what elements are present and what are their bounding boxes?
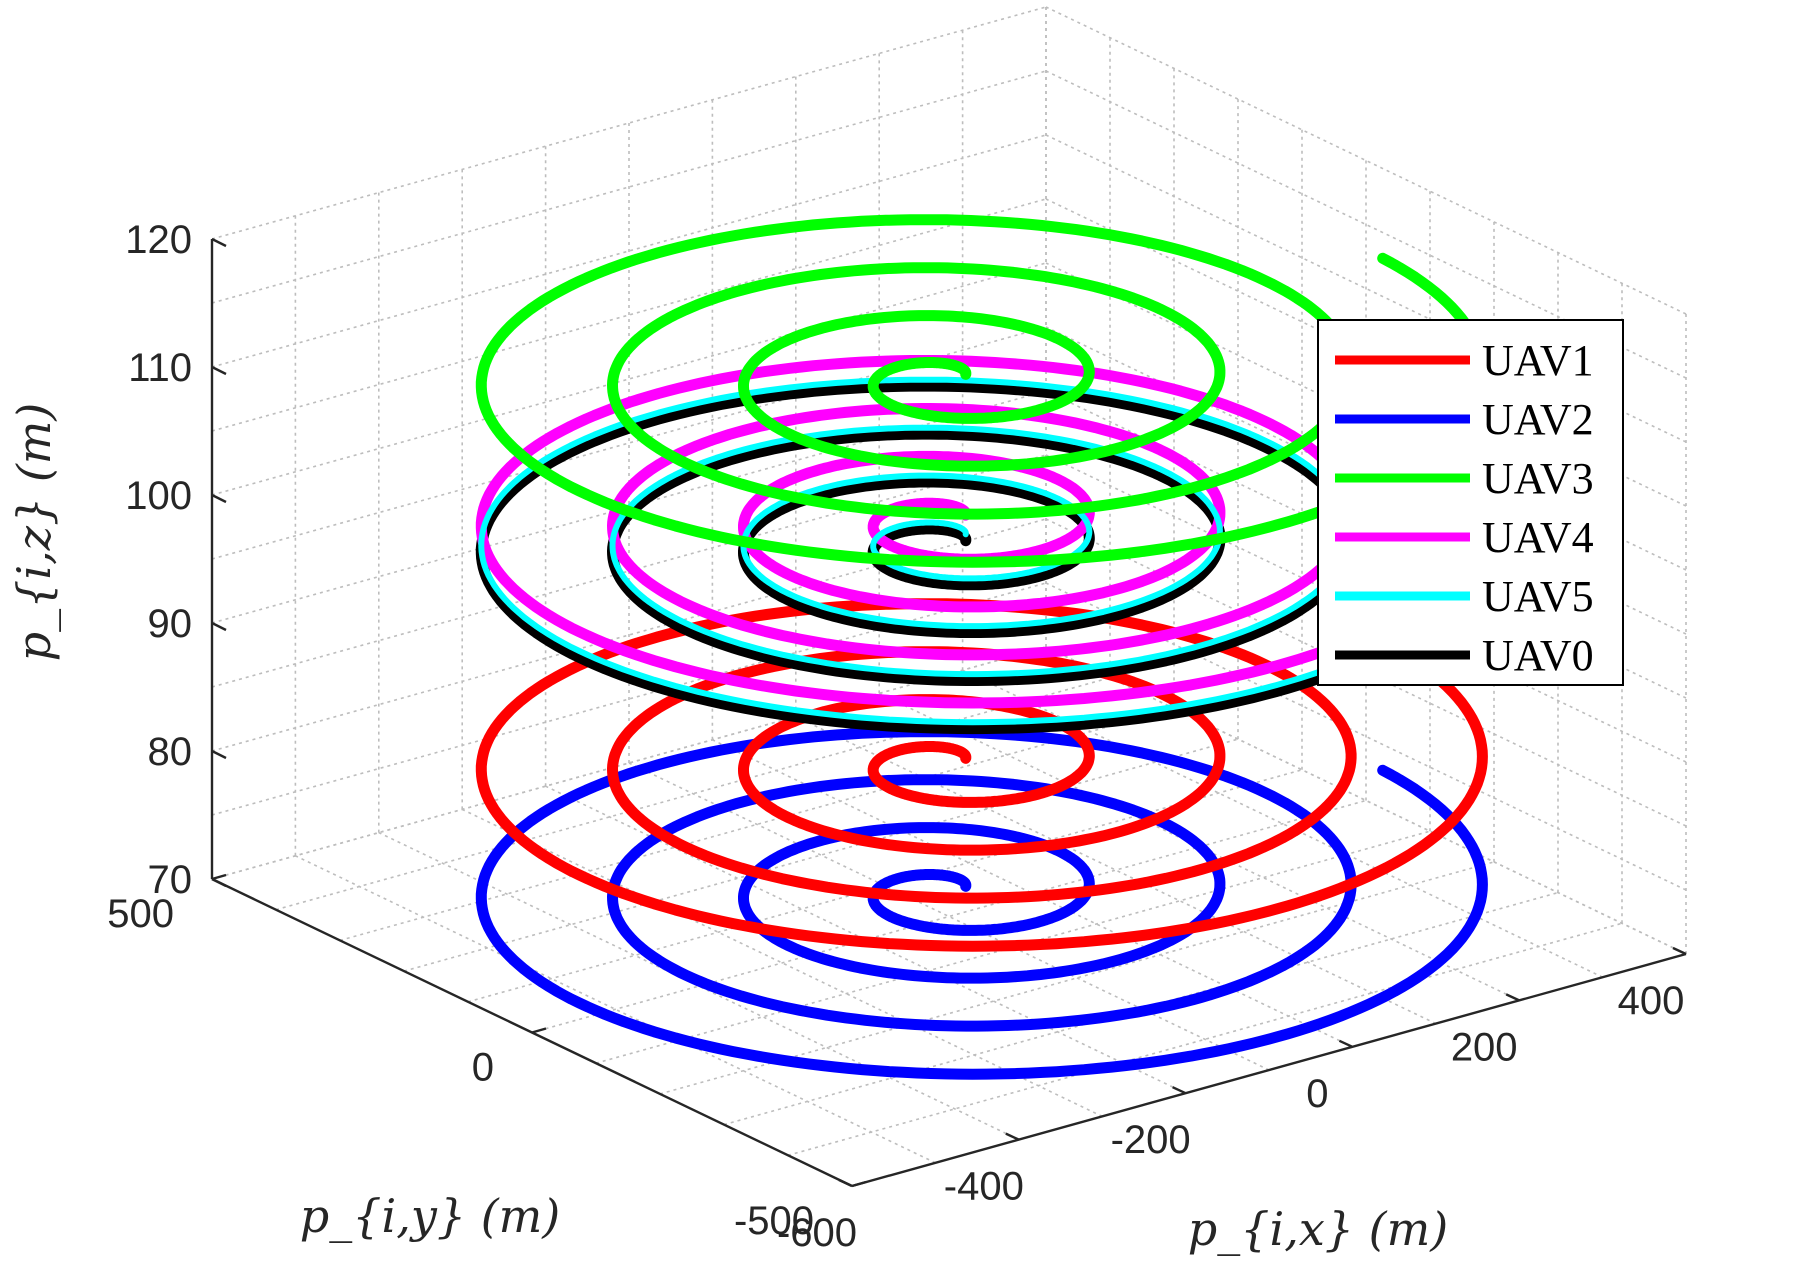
grid-line bbox=[275, 676, 1111, 911]
y-tick bbox=[211, 873, 227, 881]
plot-area bbox=[475, 214, 1488, 1080]
grid-line bbox=[659, 861, 1495, 1095]
z-tick bbox=[211, 237, 227, 248]
z-axis-label: p_{i,z} (m) bbox=[7, 403, 61, 662]
grid-line bbox=[467, 769, 1303, 1003]
legend-label-uav0: UAV0 bbox=[1482, 631, 1594, 680]
grid-line bbox=[787, 922, 1623, 1157]
series-uav1 bbox=[475, 598, 1488, 952]
x-tick bbox=[1172, 1086, 1187, 1095]
x-tick bbox=[838, 1178, 853, 1188]
z-tick-label: 120 bbox=[125, 218, 192, 262]
series-uav3 bbox=[475, 214, 1488, 568]
grid-line bbox=[211, 454, 1047, 688]
z-tick-label: 110 bbox=[128, 346, 192, 390]
y-tick-label: 0 bbox=[472, 1046, 494, 1090]
z-tick bbox=[211, 749, 227, 760]
x-tick-label: 0 bbox=[1306, 1072, 1328, 1116]
z-tick-label: 90 bbox=[148, 602, 193, 646]
grid-line bbox=[211, 134, 1047, 368]
grid bbox=[211, 6, 1687, 1187]
y-tick bbox=[851, 1180, 867, 1188]
x-tick bbox=[1005, 1132, 1020, 1141]
x-tick-label: 400 bbox=[1618, 979, 1685, 1023]
y-axis-label: p_{i,y} (m) bbox=[300, 1189, 560, 1243]
series-uav0 bbox=[475, 380, 1488, 735]
grid-line bbox=[211, 70, 1047, 304]
z-tick bbox=[211, 877, 227, 888]
grid-line bbox=[211, 646, 1047, 880]
legend-box bbox=[1317, 319, 1624, 686]
z-tick bbox=[211, 621, 227, 632]
y-tick bbox=[531, 1027, 547, 1034]
x-axis-line bbox=[851, 952, 1687, 1188]
x-tick-label: -200 bbox=[1111, 1118, 1191, 1162]
x-tick-label: -400 bbox=[944, 1165, 1024, 1209]
grid-line bbox=[211, 198, 1047, 432]
series-uav2 bbox=[475, 726, 1488, 1080]
y-tick-label: -500 bbox=[734, 1199, 814, 1243]
z-tick bbox=[211, 493, 227, 504]
legend-label-uav5: UAV5 bbox=[1482, 572, 1594, 621]
x-tick bbox=[1505, 993, 1520, 1002]
x-tick-label: 200 bbox=[1451, 1025, 1518, 1069]
legend-label-uav1: UAV1 bbox=[1482, 336, 1594, 385]
x-tick bbox=[1338, 1039, 1353, 1048]
grid-line bbox=[211, 262, 1047, 496]
x-tick bbox=[1672, 946, 1687, 956]
z-tick-label: 100 bbox=[125, 474, 192, 518]
x-axis-label: p_{i,x} (m) bbox=[1188, 1202, 1448, 1256]
z-tick-label: 80 bbox=[148, 730, 193, 774]
grid-line bbox=[723, 891, 1559, 1126]
grid-line bbox=[211, 6, 1047, 240]
legend-label-uav2: UAV2 bbox=[1482, 395, 1594, 444]
z-tick-label: 70 bbox=[148, 858, 193, 902]
z-tick bbox=[211, 365, 227, 376]
grid-line bbox=[403, 738, 1239, 972]
legend: UAV1 UAV2 UAV3 UAV4 UAV5 UAV0 bbox=[1317, 319, 1624, 686]
grid-line bbox=[531, 799, 1367, 1034]
series-uav5 bbox=[478, 376, 1486, 726]
grid-line bbox=[339, 707, 1175, 942]
axes bbox=[210, 237, 1687, 1188]
x-tick-label: -600 bbox=[777, 1211, 857, 1255]
legend-label-uav4: UAV4 bbox=[1482, 513, 1594, 562]
grid-line bbox=[595, 830, 1431, 1064]
y-tick-label: 500 bbox=[107, 892, 174, 936]
legend-label-uav3: UAV3 bbox=[1482, 454, 1594, 503]
